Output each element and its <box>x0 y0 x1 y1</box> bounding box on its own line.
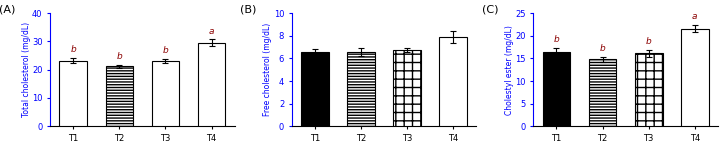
Bar <box>543 52 570 126</box>
Text: (C): (C) <box>482 4 498 14</box>
Y-axis label: Free cholesterol (mg/dL): Free cholesterol (mg/dL) <box>264 23 272 116</box>
Text: (B): (B) <box>240 4 256 14</box>
Bar <box>152 61 179 126</box>
Text: b: b <box>71 45 77 54</box>
Y-axis label: Cholestyl ester (mg/dL): Cholestyl ester (mg/dL) <box>505 25 514 115</box>
Bar <box>681 29 708 126</box>
Bar <box>440 37 467 126</box>
Text: b: b <box>600 44 606 53</box>
Bar <box>393 50 421 126</box>
Text: a: a <box>692 12 697 21</box>
Bar <box>347 52 375 126</box>
Text: a: a <box>209 27 214 36</box>
Bar <box>59 61 87 126</box>
Text: b: b <box>645 37 651 46</box>
Text: (A): (A) <box>0 4 15 14</box>
Bar <box>105 66 134 126</box>
Text: b: b <box>162 46 168 55</box>
Bar <box>635 54 663 126</box>
Bar <box>588 59 617 126</box>
Text: b: b <box>116 52 122 61</box>
Bar <box>198 43 225 126</box>
Bar <box>301 52 329 126</box>
Y-axis label: Total cholesterol (mg/dL): Total cholesterol (mg/dL) <box>22 22 30 117</box>
Text: b: b <box>554 35 560 44</box>
